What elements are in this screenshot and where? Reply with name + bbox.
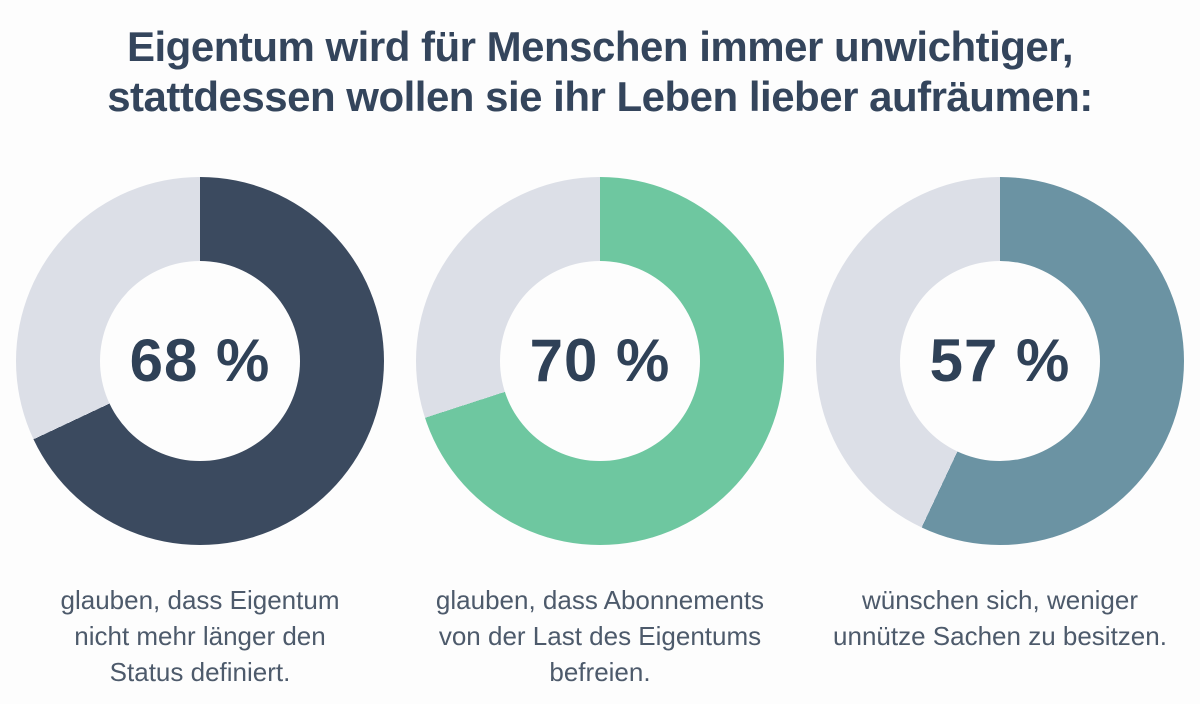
donut-hole: 68 %: [100, 260, 300, 461]
donut-charts-row: 68 % glauben, dass Eigentum nicht mehr l…: [0, 176, 1200, 691]
caption-line: glauben, dass Abonnements: [435, 584, 765, 615]
percent-label: 68 %: [129, 327, 271, 395]
donut-hole: 70 %: [500, 260, 700, 461]
caption-line: glauben, dass Eigentum: [60, 584, 340, 615]
chart-column-eigentum-status: 68 % glauben, dass Eigentum nicht mehr l…: [7, 176, 393, 691]
page-title: Eigentum wird für Menschen immer unwicht…: [0, 0, 1200, 123]
page-title-line-1: Eigentum wird für Menschen immer unwicht…: [127, 23, 1073, 70]
page-title-line-2: stattdessen wollen sie ihr Leben lieber …: [107, 73, 1093, 121]
percent-label: 70 %: [529, 327, 671, 395]
chart-caption: glauben, dass Abonnements von der Last d…: [436, 583, 764, 691]
caption-line: unnütze Sachen zu besitzen.: [833, 620, 1167, 651]
caption-line: Status definiert.: [109, 656, 291, 687]
caption-line: befreien.: [549, 656, 651, 687]
caption-line: wünschen sich, weniger: [861, 584, 1139, 615]
chart-column-abonnements: 70 % glauben, dass Abonnements von der L…: [407, 176, 793, 691]
percent-label: 57 %: [929, 327, 1071, 395]
chart-caption: wünschen sich, weniger unnütze Sachen zu…: [833, 583, 1167, 655]
donut-chart-68: 68 %: [16, 176, 384, 545]
donut-hole: 57 %: [900, 260, 1100, 461]
caption-line: von der Last des Eigentums: [438, 620, 762, 651]
chart-column-weniger-sachen: 57 % wünschen sich, weniger unnütze Sach…: [807, 176, 1193, 691]
chart-caption: glauben, dass Eigentum nicht mehr länger…: [61, 583, 340, 691]
donut-chart-57: 57 %: [816, 176, 1184, 545]
caption-line: nicht mehr länger den: [74, 620, 326, 651]
donut-chart-70: 70 %: [416, 176, 784, 545]
